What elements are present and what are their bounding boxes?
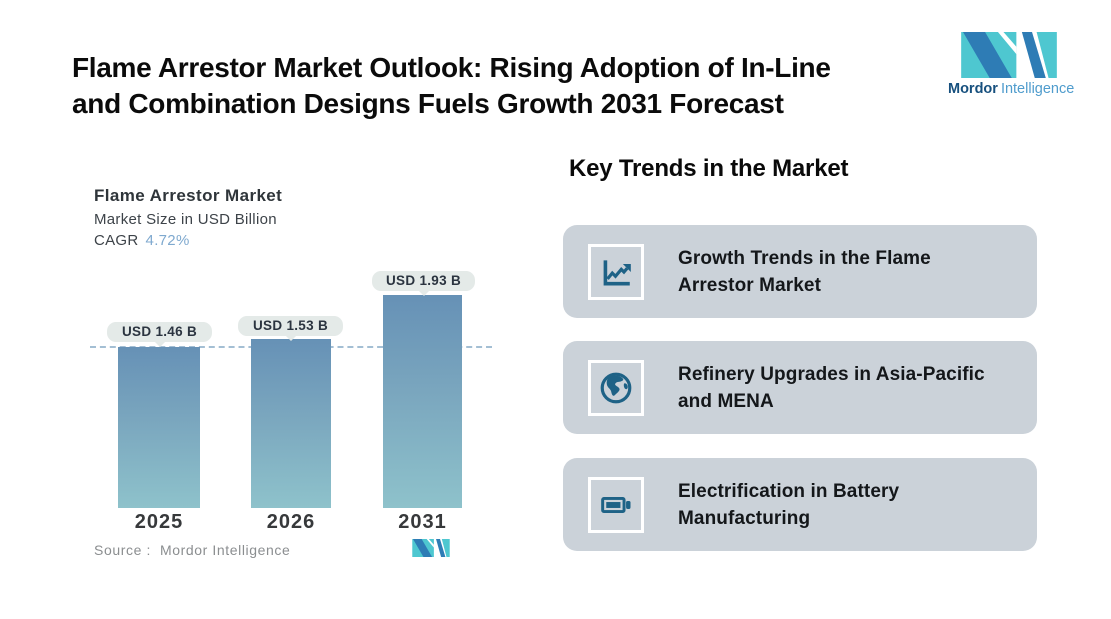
trend-card-label: Refinery Upgrades in Asia-Pacific and ME… [678,363,985,412]
cagr-label: CAGR [94,232,139,249]
battery-icon [601,496,631,513]
x-axis-label-2026: 2026 [266,511,316,533]
bar-value-callout-2025: USD 1.46 B [107,322,212,347]
trend-card-icon-box [588,243,644,300]
line-chart-icon [603,259,631,285]
chart-subtitle: Market Size in USD Billion [94,211,277,228]
page-title: Flame Arrestor Market Outlook: Rising Ad… [72,50,902,122]
cagr-value: 4.72% [145,232,190,249]
trend-card-growth: Growth Trends in the Flame Arrestor Mark… [563,225,1037,318]
brand-name-bold: Mordor [948,81,998,97]
x-axis-label-2031: 2031 [398,511,447,533]
brand-wordmark: Mordor Intelligence [948,81,1074,97]
globe-icon [600,372,632,403]
page-title-line-1: Flame Arrestor Market Outlook: Rising Ad… [72,52,831,83]
mordor-logo-mark-icon [961,32,1057,78]
brand-name-light: Intelligence [1000,81,1075,97]
market-size-bar-chart: Flame Arrestor Market Market Size in USD… [90,186,510,576]
bar-2031 [383,295,462,508]
bar-2025 [118,347,200,508]
trend-card-label: Electrification in Battery Manufacturing [678,480,900,529]
x-axis-label-2025: 2025 [134,511,184,533]
source-prefix: Source : [94,542,151,558]
trend-card-battery: Electrification in Battery Manufacturing [563,458,1037,551]
chart-title: Flame Arrestor Market [94,186,283,205]
page-title-line-2: and Combination Designs Fuels Growth 203… [72,88,784,119]
trend-card-icon-box [588,476,644,533]
chart-cagr-line: CAGR 4.72% [94,232,190,249]
trend-card-refinery: Refinery Upgrades in Asia-Pacific and ME… [563,341,1037,434]
bar-value-callout-2026: USD 1.53 B [238,316,343,341]
trend-card-icon-box [588,359,644,416]
trend-card-label: Growth Trends in the Flame Arrestor Mark… [678,247,931,296]
bar-2026 [251,339,331,508]
mordor-intelligence-logo: Mordor Intelligence [948,32,1074,97]
source-caption: Source : Mordor Intelligence [94,542,290,558]
bar-value-callout-2031: USD 1.93 B [372,271,475,296]
key-trends-heading: Key Trends in the Market [569,155,849,182]
mordor-logo-mark-small-icon [412,539,450,557]
source-value: Mordor Intelligence [159,542,291,558]
